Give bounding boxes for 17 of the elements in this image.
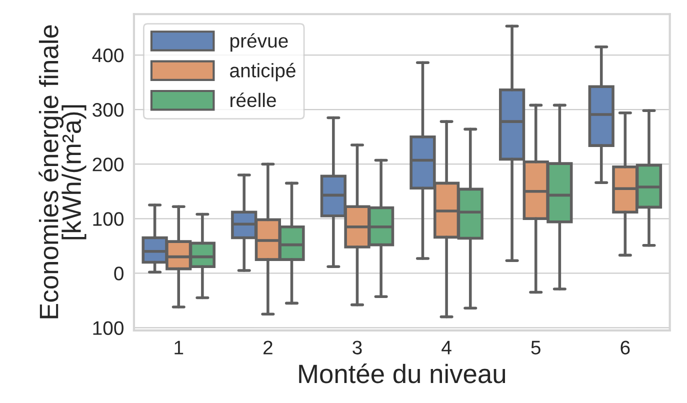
y-tick-label: 100: [93, 321, 124, 335]
y-tick-label: 200: [92, 158, 124, 172]
x-axis-title: Montée du niveau: [299, 364, 506, 384]
y-tick-label: 400: [92, 48, 124, 62]
legend-label: prévue: [230, 33, 288, 52]
x-tick-label: 4: [442, 340, 452, 354]
x-tick-label: 3: [352, 340, 362, 354]
legend-label: anticipé: [230, 62, 296, 82]
y-tick-label: 100: [93, 212, 124, 226]
x-tick-label: 1: [174, 340, 184, 354]
x-tick-label: 2: [264, 340, 272, 354]
y-tick-label: 300: [92, 103, 124, 117]
y-axis-title: Economies énergie finale [kWh/(m²a)]: [38, 25, 86, 318]
x-tick-label: 5: [531, 340, 540, 354]
y-tick-label: 0: [114, 266, 124, 280]
legend-label: réelle: [230, 92, 276, 108]
x-tick-label: 6: [620, 340, 630, 354]
